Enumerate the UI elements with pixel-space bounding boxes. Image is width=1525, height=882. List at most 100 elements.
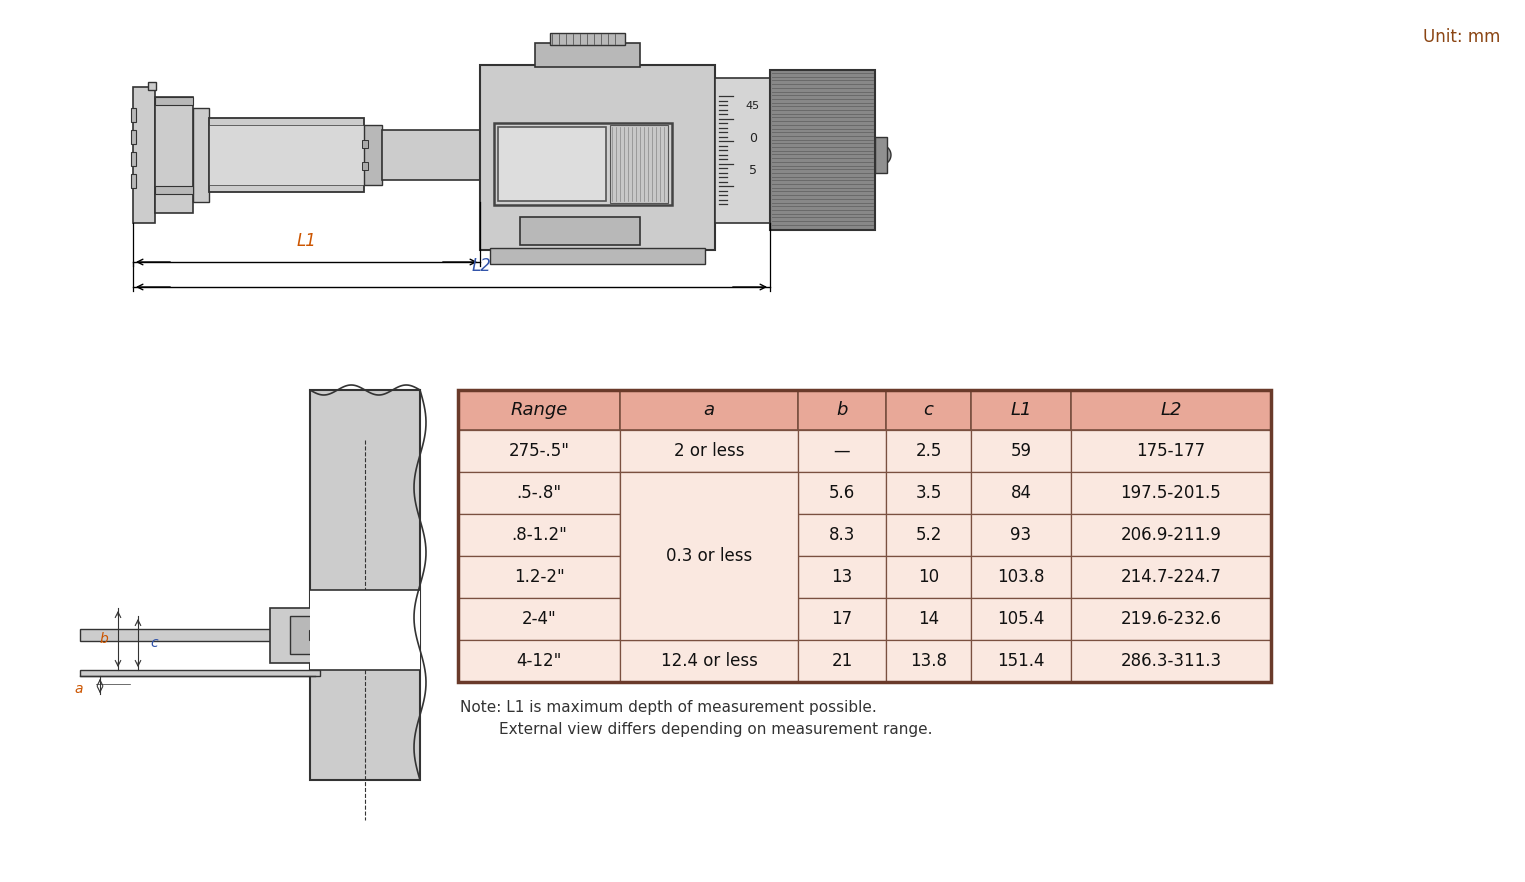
Text: 17: 17 — [831, 610, 852, 628]
Text: 10: 10 — [918, 568, 939, 586]
Text: External view differs depending on measurement range.: External view differs depending on measu… — [461, 722, 932, 737]
Bar — [490, 248, 705, 264]
Bar — [458, 640, 621, 682]
Text: 5.2: 5.2 — [915, 526, 942, 544]
Text: .5-.8": .5-.8" — [517, 484, 561, 502]
Text: 59: 59 — [1011, 442, 1031, 460]
Text: 21: 21 — [831, 652, 852, 670]
Text: b: b — [836, 401, 848, 419]
Bar — [971, 598, 1071, 640]
Text: 12.4 or less: 12.4 or less — [660, 652, 758, 670]
Bar — [971, 390, 1071, 430]
Text: 13.8: 13.8 — [910, 652, 947, 670]
Text: 13: 13 — [831, 568, 852, 586]
Bar — [156, 186, 194, 194]
Text: c: c — [924, 401, 933, 419]
Bar — [886, 640, 971, 682]
Text: 2.5: 2.5 — [915, 442, 942, 460]
Bar — [798, 514, 886, 556]
Text: L2: L2 — [471, 257, 491, 275]
Bar — [310, 390, 419, 780]
Text: 206.9-211.9: 206.9-211.9 — [1121, 526, 1222, 544]
Text: 219.6-232.6: 219.6-232.6 — [1121, 610, 1222, 628]
Bar — [79, 670, 320, 676]
Bar — [458, 472, 621, 514]
Bar — [971, 514, 1071, 556]
Bar — [458, 390, 621, 430]
Text: 4-12": 4-12" — [517, 652, 561, 670]
Bar — [156, 97, 194, 105]
Bar — [209, 118, 364, 192]
Text: Note: L1 is maximum depth of measurement possible.: Note: L1 is maximum depth of measurement… — [461, 700, 877, 715]
Bar — [520, 217, 640, 245]
Ellipse shape — [554, 92, 587, 114]
Text: 45: 45 — [746, 101, 759, 111]
Bar — [310, 630, 317, 640]
Text: 0.3 or less: 0.3 or less — [666, 547, 752, 565]
Bar — [458, 556, 621, 598]
Text: 1.2-2": 1.2-2" — [514, 568, 564, 586]
Bar — [798, 430, 886, 472]
Bar — [133, 87, 156, 223]
Bar — [886, 430, 971, 472]
Ellipse shape — [586, 223, 625, 239]
Text: c: c — [149, 636, 157, 650]
Bar — [1071, 472, 1270, 514]
Text: —: — — [834, 442, 851, 460]
Text: b: b — [99, 632, 108, 646]
Text: 2-4": 2-4" — [522, 610, 557, 628]
Bar — [886, 390, 971, 430]
Bar — [886, 598, 971, 640]
Ellipse shape — [535, 223, 575, 239]
Bar — [1071, 390, 1270, 430]
Bar — [798, 640, 886, 682]
Bar — [458, 430, 621, 472]
Circle shape — [666, 176, 685, 194]
Bar — [798, 390, 886, 430]
Text: Range: Range — [511, 401, 567, 419]
Bar — [621, 640, 798, 682]
Bar — [131, 174, 136, 188]
Bar — [971, 472, 1071, 514]
Bar — [131, 152, 136, 166]
Bar — [621, 430, 798, 472]
Text: 5.6: 5.6 — [830, 484, 856, 502]
Text: 151.4: 151.4 — [997, 652, 1045, 670]
Text: 5: 5 — [749, 165, 756, 177]
Text: a: a — [703, 401, 715, 419]
Text: 175-177: 175-177 — [1136, 442, 1206, 460]
Text: 275-.5": 275-.5" — [508, 442, 569, 460]
Bar — [480, 65, 715, 250]
Bar — [1071, 514, 1270, 556]
Bar — [1071, 640, 1270, 682]
Bar — [886, 556, 971, 598]
Bar — [79, 629, 310, 641]
Text: a: a — [75, 682, 82, 696]
Text: L1: L1 — [1010, 401, 1032, 419]
Bar — [131, 108, 136, 122]
Bar — [1071, 430, 1270, 472]
Bar — [148, 82, 156, 90]
Bar — [770, 70, 875, 230]
Bar — [381, 130, 480, 180]
Bar — [494, 123, 673, 205]
Bar — [361, 162, 368, 170]
Text: 105.4: 105.4 — [997, 610, 1045, 628]
Bar — [621, 514, 798, 556]
Bar — [875, 137, 888, 173]
Bar — [971, 640, 1071, 682]
Bar — [458, 514, 621, 556]
Bar — [131, 130, 136, 144]
Text: 286.3-311.3: 286.3-311.3 — [1121, 652, 1222, 670]
Text: 0: 0 — [749, 131, 756, 145]
Bar — [535, 43, 640, 67]
Bar — [621, 556, 798, 598]
Bar — [621, 472, 798, 514]
Bar — [361, 140, 368, 148]
Bar — [798, 598, 886, 640]
Bar — [270, 608, 316, 663]
Bar — [610, 125, 668, 203]
Text: 214.7-224.7: 214.7-224.7 — [1121, 568, 1222, 586]
Text: .8-1.2": .8-1.2" — [511, 526, 567, 544]
Bar — [551, 33, 625, 45]
